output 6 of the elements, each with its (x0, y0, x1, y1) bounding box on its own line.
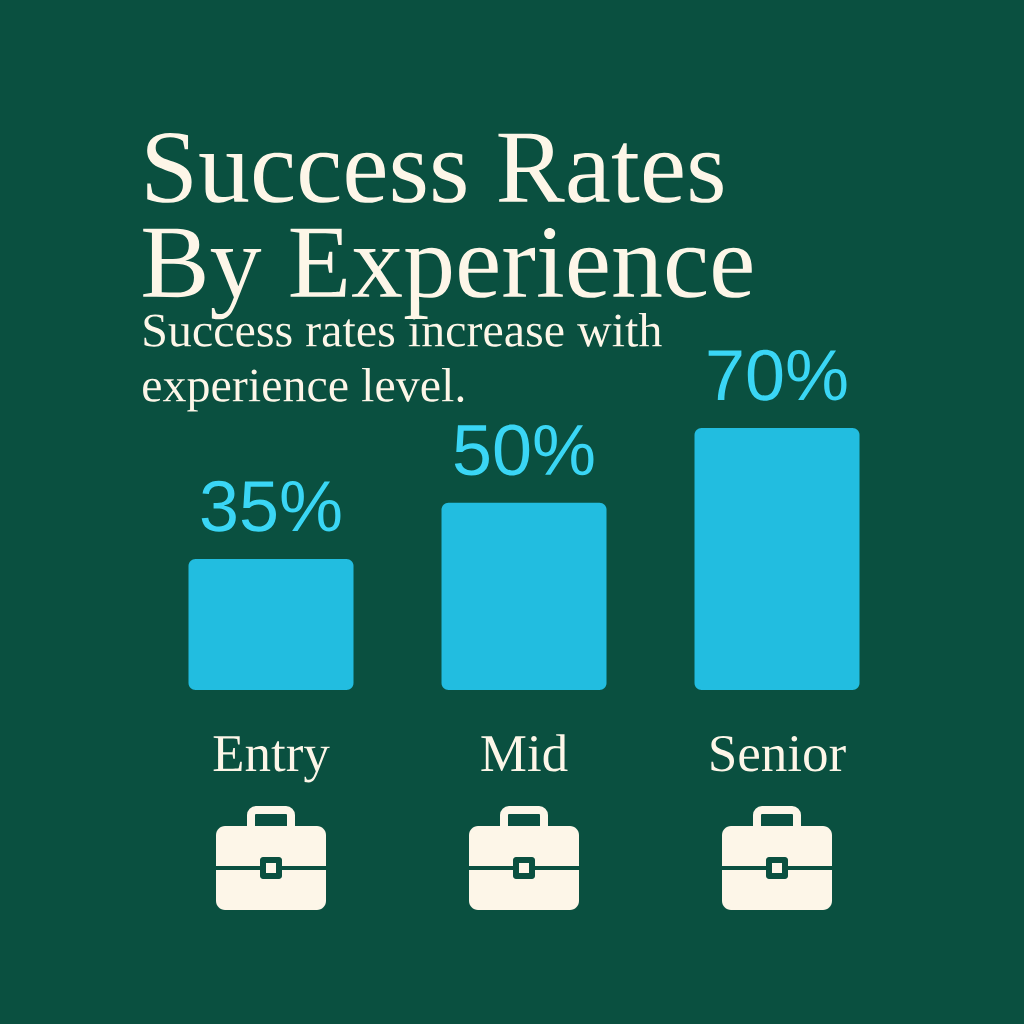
data-label: 35% (201, 480, 341, 532)
x-tick-label: Entry (213, 736, 330, 783)
data-label: 70% (708, 349, 847, 401)
data-label: 50% (454, 424, 594, 476)
x-tick-label: Senior (711, 735, 846, 772)
x-tick-label: Mid (481, 734, 568, 772)
